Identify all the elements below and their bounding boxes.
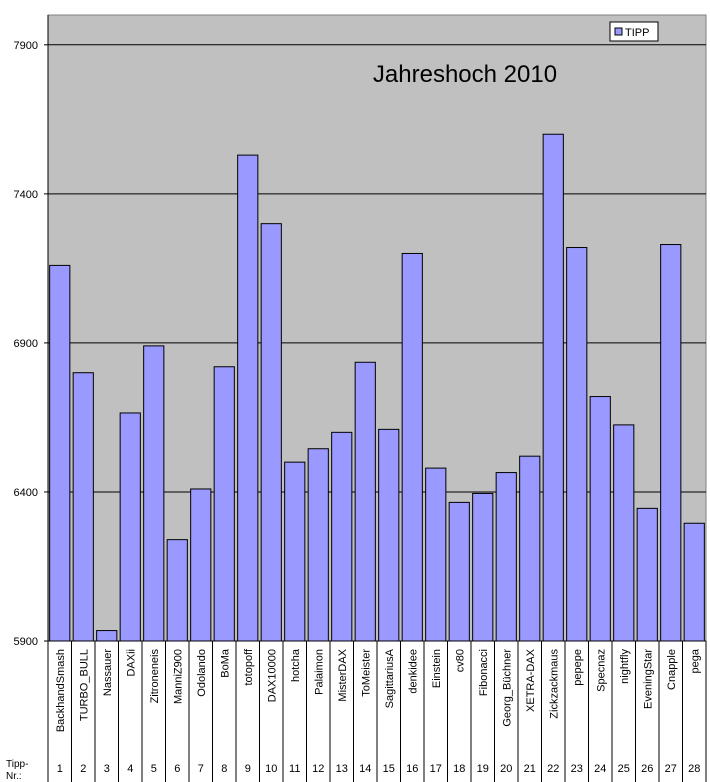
x-tick-label: denkidee bbox=[407, 649, 419, 694]
bar bbox=[542, 133, 564, 642]
y-tick-label: 7400 bbox=[14, 189, 38, 201]
category-number: 7 bbox=[198, 763, 204, 775]
x-tick-label: Odolando bbox=[196, 649, 208, 697]
category-number: 22 bbox=[547, 763, 559, 775]
bar bbox=[284, 461, 306, 642]
y-tick-label: 5900 bbox=[14, 636, 38, 648]
bar bbox=[378, 428, 400, 642]
bar bbox=[96, 630, 118, 642]
x-tick-label: BackhandSmash bbox=[55, 649, 67, 732]
chart-title: Jahreshoch 2010 bbox=[373, 61, 557, 88]
category-number: 21 bbox=[524, 763, 536, 775]
bar bbox=[448, 501, 470, 642]
bar bbox=[166, 539, 188, 642]
category-number: 19 bbox=[477, 763, 489, 775]
x-tick-label: Palaimon bbox=[313, 649, 325, 695]
bar bbox=[237, 154, 259, 642]
x-tick-label: Cnapple bbox=[666, 649, 678, 690]
bar bbox=[119, 412, 141, 642]
bar bbox=[354, 361, 376, 642]
category-number: 17 bbox=[430, 763, 442, 775]
bar bbox=[143, 345, 165, 642]
x-tick-label: cv80 bbox=[454, 649, 466, 672]
x-tick-label: Zitroneneis bbox=[149, 649, 161, 704]
legend-swatch bbox=[614, 27, 623, 36]
bar bbox=[683, 522, 705, 642]
x-tick-label: Einstein bbox=[431, 649, 443, 688]
category-number: 25 bbox=[618, 763, 630, 775]
bar bbox=[566, 247, 588, 642]
x-tick-label: SagittariusA bbox=[384, 648, 396, 708]
row-label: Tipp- bbox=[6, 759, 28, 770]
bar bbox=[49, 264, 71, 642]
category-number: 12 bbox=[312, 763, 324, 775]
x-tick-label: Specnaz bbox=[595, 649, 607, 692]
category-number: 14 bbox=[359, 763, 371, 775]
category-number: 18 bbox=[453, 763, 465, 775]
category-number: 13 bbox=[336, 763, 348, 775]
x-tick-label: BoMa bbox=[219, 648, 231, 678]
y-tick-label: 7900 bbox=[14, 40, 38, 52]
x-tick-label: Georg_Büchner bbox=[501, 649, 513, 727]
category-number: 1 bbox=[57, 763, 63, 775]
category-number: 11 bbox=[289, 763, 300, 775]
x-tick-label: XETRA-DAX bbox=[525, 648, 537, 712]
category-number: 27 bbox=[665, 763, 677, 775]
bar bbox=[72, 372, 94, 642]
x-tick-label: DAX10000 bbox=[266, 649, 278, 702]
x-tick-label: pepepe bbox=[572, 649, 584, 686]
x-tick-label: hotcha bbox=[290, 648, 302, 682]
category-number: 6 bbox=[174, 763, 180, 775]
category-number: 3 bbox=[104, 763, 110, 775]
bar bbox=[213, 366, 235, 642]
x-tick-label: totopoff bbox=[243, 648, 255, 685]
x-tick-label: ToMeister bbox=[360, 649, 372, 697]
bar bbox=[190, 488, 212, 642]
x-tick-label: MisterDAX bbox=[337, 648, 349, 701]
x-tick-label: Nassauer bbox=[102, 649, 114, 696]
bar bbox=[519, 455, 541, 642]
category-number: 26 bbox=[641, 763, 653, 775]
bar bbox=[613, 424, 635, 642]
category-number: 10 bbox=[265, 763, 277, 775]
bar bbox=[425, 467, 447, 642]
x-tick-label: nightfly bbox=[619, 649, 631, 684]
bar bbox=[495, 472, 517, 642]
y-tick-label: 6400 bbox=[14, 487, 38, 499]
category-number: 28 bbox=[688, 763, 700, 775]
row-label: Nr.: bbox=[6, 771, 22, 782]
category-number: 5 bbox=[151, 763, 157, 775]
y-tick-label: 6900 bbox=[14, 338, 38, 350]
bar bbox=[401, 252, 423, 642]
x-tick-label: DAXii bbox=[125, 649, 137, 677]
category-number: 24 bbox=[594, 763, 606, 775]
x-tick-label: ManniZ900 bbox=[172, 649, 184, 704]
bar bbox=[636, 507, 658, 642]
bar bbox=[307, 448, 329, 642]
bar bbox=[472, 492, 494, 642]
x-tick-label: Zickzackmaus bbox=[548, 649, 560, 719]
legend-label: TIPP bbox=[625, 27, 649, 39]
category-number: 15 bbox=[383, 763, 395, 775]
x-tick-label: pega bbox=[689, 648, 701, 673]
category-number: 20 bbox=[500, 763, 512, 775]
bar bbox=[260, 223, 282, 642]
legend-box bbox=[609, 21, 659, 42]
category-number: 2 bbox=[80, 763, 86, 775]
category-number: 16 bbox=[406, 763, 418, 775]
x-tick-label: EveningStar bbox=[642, 649, 654, 709]
x-tick-label: Fibonacci bbox=[478, 649, 490, 696]
bar bbox=[331, 431, 353, 642]
category-number: 8 bbox=[221, 763, 227, 775]
category-number: 9 bbox=[245, 763, 251, 775]
category-number: 23 bbox=[571, 763, 583, 775]
bar bbox=[660, 244, 682, 642]
bar bbox=[589, 396, 611, 642]
x-tick-label: TURBO_BULL bbox=[78, 649, 90, 721]
category-number: 4 bbox=[127, 763, 133, 775]
